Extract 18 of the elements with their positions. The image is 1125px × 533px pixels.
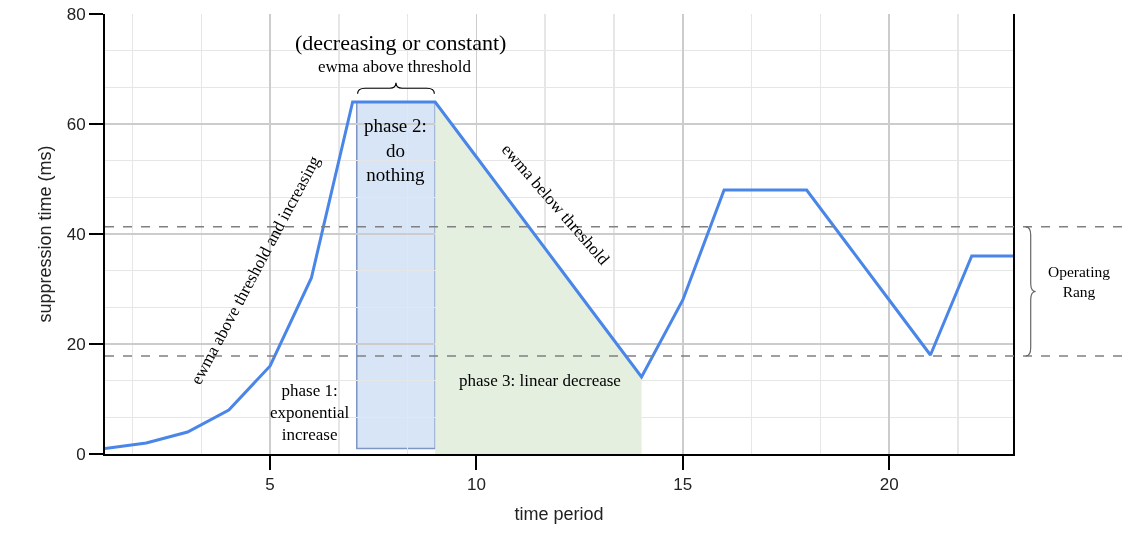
x-tick-label: 10 (466, 475, 486, 495)
y-tick-label: 60 (66, 114, 86, 134)
y-axis-title: suppression time (ms) (35, 145, 56, 323)
x-tick-label: 15 (673, 475, 693, 495)
x-tick-label: 20 (879, 475, 899, 495)
annotation: ewma above threshold (318, 57, 472, 76)
x-tick-label: 5 (265, 475, 275, 495)
y-tick-label: 40 (66, 224, 86, 244)
line-series (105, 100, 1013, 450)
y-tick-label: 0 (76, 444, 86, 464)
annotation: phase 1: exponential increase (270, 381, 350, 445)
text: Operating Rang (1048, 263, 1111, 301)
y-tick-label: 80 (66, 4, 86, 24)
annotation: (decreasing or constant) (295, 30, 507, 55)
band-label: phase 2: do nothing (364, 115, 427, 186)
annotation: phase 3: linear decrease (459, 371, 621, 390)
y-tick-label: 20 (66, 334, 86, 354)
x-axis-title: time period (514, 504, 604, 524)
